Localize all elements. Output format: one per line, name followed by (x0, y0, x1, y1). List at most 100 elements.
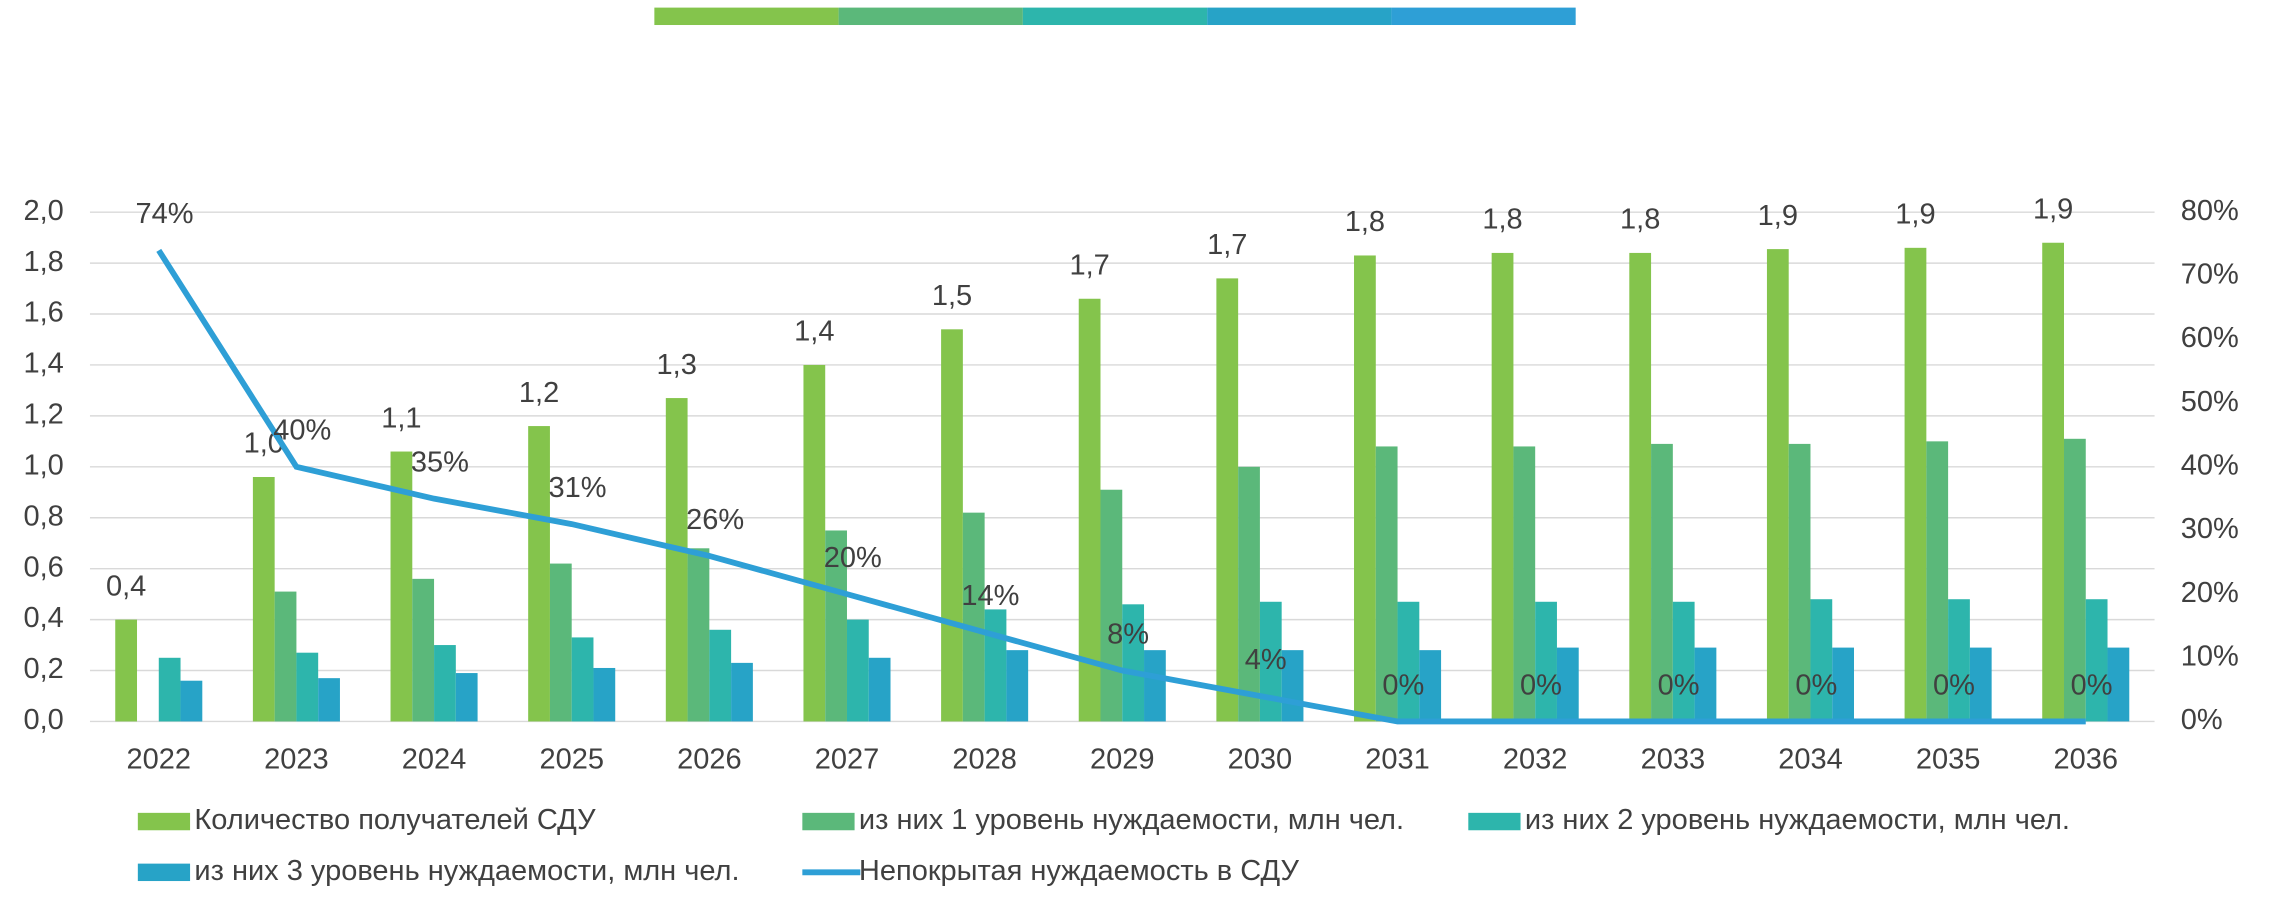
line-value-label: 0% (1658, 669, 1700, 701)
line-value-label: 0% (1795, 669, 1837, 701)
y-tick-label: 2,0 (24, 195, 64, 227)
legend-swatch (802, 812, 855, 831)
line-value-label: 14% (961, 580, 1019, 612)
bar (1078, 298, 1101, 722)
bar (803, 364, 826, 722)
bar (1491, 252, 1514, 722)
bar-value-label: 1,3 (657, 349, 697, 381)
legend-swatch (137, 812, 191, 831)
y-tick-label: 1,8 (24, 246, 64, 278)
x-tick-label: 2030 (1228, 743, 1293, 775)
legend-label: из них 1 уровень нуждаемости, млн чел. (859, 804, 1404, 836)
bar (984, 609, 1007, 722)
bar (571, 637, 594, 722)
line-value-label: 0% (2071, 669, 2113, 701)
x-tick-label: 2026 (677, 743, 742, 775)
bar (390, 451, 413, 722)
y-tick-label: 0,6 (24, 551, 64, 583)
bar (868, 657, 891, 722)
bar (1948, 599, 1970, 722)
legend-label: Количество получателей СДУ (194, 804, 596, 836)
bar (1259, 601, 1282, 722)
bar (1651, 443, 1673, 722)
y2-tick-label: 50% (2181, 386, 2239, 418)
line-value-label: 26% (686, 504, 744, 536)
bar (1694, 647, 1717, 722)
bar (1788, 443, 1811, 722)
bar (1810, 599, 1833, 722)
bar (687, 548, 710, 722)
bar (528, 426, 550, 722)
bar (412, 578, 435, 722)
bar (962, 512, 985, 722)
bar (846, 619, 869, 722)
legend-swatch (137, 863, 191, 882)
x-tick-label: 2032 (1503, 743, 1568, 775)
bar (1397, 601, 1420, 722)
bar-value-label: 1,7 (1069, 249, 1109, 281)
line-value-label: 0% (1933, 669, 1975, 701)
legend-label: Непокрытая нуждаемость в СДУ (859, 855, 1300, 887)
x-tick-label: 2022 (127, 743, 192, 775)
bar-value-label: 1,7 (1207, 229, 1247, 261)
bar (252, 476, 275, 722)
bar-value-label: 1,8 (1482, 204, 1522, 236)
y-tick-label: 0,2 (24, 653, 64, 685)
line-value-label: 8% (1107, 618, 1149, 650)
bar (318, 678, 340, 722)
bar (1513, 446, 1536, 722)
legend-swatch (1468, 812, 1521, 831)
bar (1354, 255, 1376, 722)
y-tick-label: 1,4 (24, 348, 64, 380)
bar-value-label: 1,1 (381, 402, 421, 434)
bar-value-label: 1,8 (1620, 204, 1660, 236)
legend-label: из них 3 уровень нуждаемости, млн чел. (194, 855, 739, 887)
bar (549, 563, 572, 722)
y-tick-label: 0,0 (24, 704, 64, 736)
bar-value-label: 1,9 (1895, 199, 1935, 231)
x-tick-label: 2035 (1916, 743, 1981, 775)
x-tick-label: 2036 (2053, 743, 2118, 775)
y-tick-label: 0,4 (24, 602, 64, 634)
bar (1926, 441, 1949, 722)
bar (1629, 252, 1652, 722)
bar (825, 530, 847, 722)
bar (2085, 599, 2108, 722)
bar-value-label: 1,9 (1758, 200, 1798, 232)
bar (1904, 247, 1927, 722)
y2-tick-label: 40% (2181, 449, 2239, 481)
y2-tick-label: 0% (2181, 704, 2223, 736)
x-tick-label: 2024 (402, 743, 467, 775)
bar-value-label: 1,8 (1345, 206, 1385, 238)
line-value-label: 20% (824, 542, 882, 574)
y2-tick-label: 80% (2181, 195, 2239, 227)
bar (1375, 446, 1398, 722)
y2-tick-label: 10% (2181, 640, 2239, 672)
y-tick-label: 1,0 (24, 449, 64, 481)
x-tick-label: 2027 (815, 743, 880, 775)
bar (1556, 647, 1579, 722)
bar-value-label: 1,5 (932, 280, 972, 312)
legend-label: из них 2 уровень нуждаемости, млн чел. (1525, 804, 2070, 836)
bar-value-label: 1,4 (794, 316, 834, 348)
x-tick-label: 2023 (264, 743, 329, 775)
y2-tick-label: 30% (2181, 513, 2239, 545)
bar (709, 629, 732, 722)
bar (1006, 650, 1029, 722)
bar (665, 398, 688, 722)
line (156, 248, 2086, 725)
line-value-label: 40% (273, 415, 331, 447)
x-tick-label: 2034 (1778, 743, 1843, 775)
y2-tick-label: 60% (2181, 322, 2239, 354)
x-tick-label: 2033 (1641, 743, 1706, 775)
y-tick-label: 1,6 (24, 297, 64, 329)
bar (941, 329, 963, 722)
line-value-label: 35% (411, 446, 469, 478)
bar (2042, 242, 2064, 722)
line-value-label: 74% (136, 198, 194, 230)
y-tick-label: 1,2 (24, 399, 64, 431)
header-bar (654, 7, 1576, 26)
line-value-label: 4% (1245, 644, 1287, 676)
